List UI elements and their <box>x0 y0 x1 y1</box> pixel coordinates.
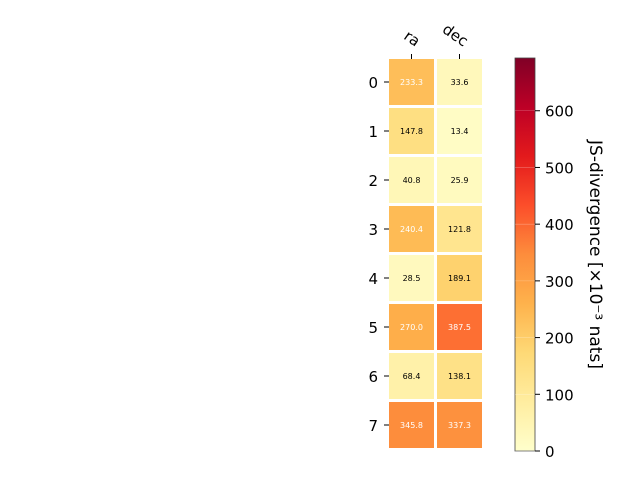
heatmap-cell-r6-c0 <box>389 353 434 399</box>
heatmap-cell-r7-c1 <box>437 402 482 448</box>
heatmap: 233.3 33.6 147.8 13.4 40.8 25.9 240.4 121.8 28.5… <box>389 59 482 448</box>
row-tick-label: 3 <box>368 221 378 239</box>
cell-value-label: 337.3 <box>448 421 471 430</box>
colorbar-tick-label: 600 <box>545 103 574 121</box>
heatmap-cell-r6-c1 <box>437 353 482 399</box>
row-tick-label: 2 <box>368 172 378 190</box>
colorbar: 0 100 200 300 400 500 600 JS-divergence [×10⁻³ … <box>514 57 605 461</box>
row-tick-label: 4 <box>368 270 378 288</box>
cell-value-label: 270.0 <box>400 323 423 332</box>
row-tick-label: 7 <box>368 417 378 435</box>
heatmap-cell-r5-c1 <box>437 304 482 350</box>
heatmap-cell-r0-c0 <box>389 59 434 105</box>
cell-value-label: 240.4 <box>400 225 423 234</box>
row-tick-label: 1 <box>368 123 378 141</box>
cell-value-label: 121.8 <box>448 225 471 234</box>
cell-value-label: 40.8 <box>403 176 421 185</box>
heatmap-cell-r5-c0 <box>389 304 434 350</box>
cell-value-label: 28.5 <box>403 274 421 283</box>
row-tick-label: 6 <box>368 368 378 386</box>
column-tick-label: dec <box>439 20 471 50</box>
colorbar-tick-label: 100 <box>545 386 574 404</box>
heatmap-cell-r3-c1 <box>437 206 482 252</box>
heatmap-cell-r3-c0 <box>389 206 434 252</box>
cell-value-label: 68.4 <box>403 372 421 381</box>
colorbar-tick-label: 0 <box>545 443 555 461</box>
cell-value-label: 138.1 <box>448 372 471 381</box>
colorbar-tick-label: 500 <box>545 159 574 177</box>
heatmap-cell-r1-c1 <box>437 108 482 154</box>
cell-value-label: 147.8 <box>400 127 423 136</box>
colorbar-gradient <box>514 57 536 452</box>
row-tick-label: 0 <box>368 74 378 92</box>
heatmap-cell-r1-c0 <box>389 108 434 154</box>
heatmap-cell-r2-c1 <box>437 157 482 203</box>
colorbar-tick-label: 400 <box>545 216 574 234</box>
cell-value-label: 13.4 <box>451 127 469 136</box>
cell-value-label: 233.3 <box>400 78 423 87</box>
cell-value-label: 33.6 <box>451 78 469 87</box>
cell-value-label: 387.5 <box>448 323 471 332</box>
heatmap-cell-r4-c1 <box>437 255 482 301</box>
colorbar-tick-label: 300 <box>545 273 574 291</box>
cell-value-label: 25.9 <box>451 176 469 185</box>
colorbar-label: JS-divergence [×10⁻³ nats] <box>585 139 605 369</box>
heatmap-cell-r2-c0 <box>389 157 434 203</box>
heatmap-cell-r0-c1 <box>437 59 482 105</box>
heatmap-cell-r7-c0 <box>389 402 434 448</box>
cell-value-label: 345.8 <box>400 421 423 430</box>
colorbar-tick-label: 200 <box>545 330 574 348</box>
heatmap-cell-r4-c0 <box>389 255 434 301</box>
cell-value-label: 189.1 <box>448 274 471 283</box>
column-tick-label: ra <box>401 27 424 51</box>
row-tick-label: 5 <box>368 319 378 337</box>
